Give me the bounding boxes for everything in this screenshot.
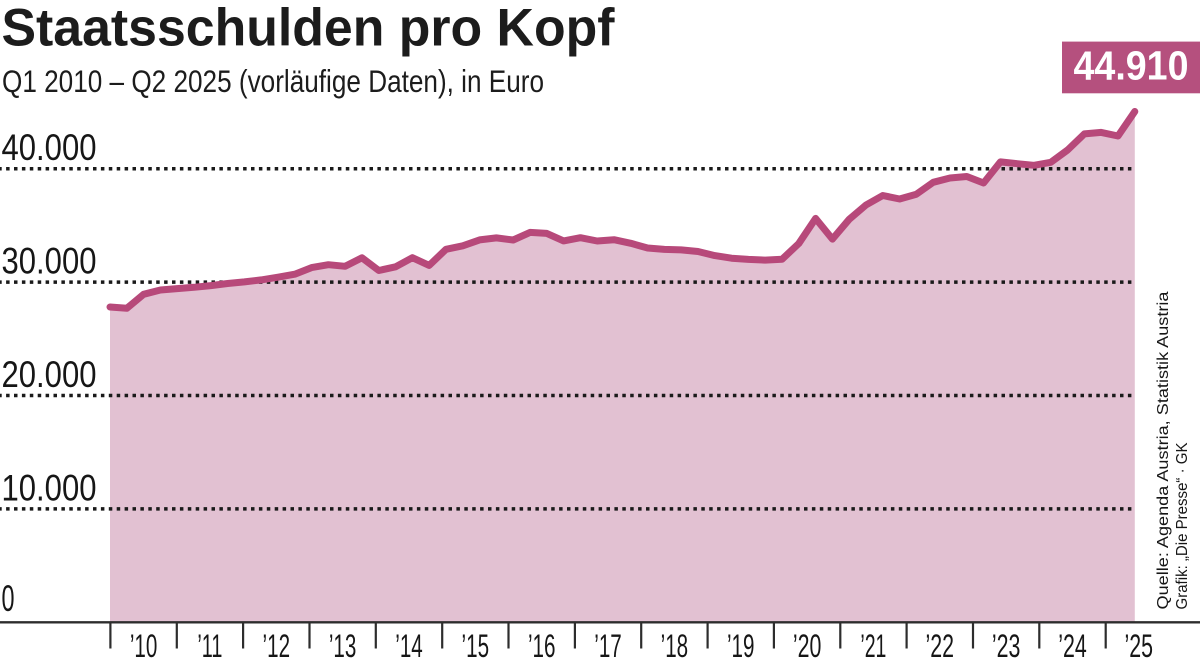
- svg-text:30.000: 30.000: [2, 241, 97, 282]
- svg-text:44.910: 44.910: [1074, 43, 1189, 89]
- svg-text:20.000: 20.000: [2, 354, 97, 395]
- svg-text:’13: ’13: [329, 628, 357, 661]
- svg-text:Staatsschulden pro Kopf: Staatsschulden pro Kopf: [2, 0, 615, 58]
- svg-text:’22: ’22: [926, 628, 955, 661]
- svg-text:Quelle: Agenda Austria, Statis: Quelle: Agenda Austria, Statistik Austri…: [1155, 291, 1172, 609]
- svg-text:’11: ’11: [197, 628, 222, 661]
- svg-text:’23: ’23: [992, 628, 1021, 661]
- svg-text:’21: ’21: [860, 628, 886, 661]
- svg-text:10.000: 10.000: [2, 467, 97, 508]
- svg-text:’14: ’14: [395, 628, 423, 661]
- svg-text:’15: ’15: [462, 628, 490, 661]
- svg-text:Grafik: „Die Presse“ · GK: Grafik: „Die Presse“ · GK: [1174, 442, 1191, 609]
- svg-text:’17: ’17: [594, 628, 622, 661]
- svg-text:’16: ’16: [528, 628, 556, 661]
- svg-text:’10: ’10: [130, 628, 158, 661]
- svg-text:’25: ’25: [1125, 628, 1154, 661]
- svg-text:’20: ’20: [793, 628, 822, 661]
- svg-text:’19: ’19: [727, 628, 755, 661]
- svg-text:’12: ’12: [263, 628, 291, 661]
- svg-text:0: 0: [2, 578, 15, 619]
- svg-text:Q1 2010 – Q2 2025 (vorläufige: Q1 2010 – Q2 2025 (vorläufige Daten), in…: [2, 63, 544, 99]
- svg-text:’24: ’24: [1058, 628, 1087, 661]
- svg-text:’18: ’18: [661, 628, 689, 661]
- svg-text:40.000: 40.000: [2, 127, 97, 168]
